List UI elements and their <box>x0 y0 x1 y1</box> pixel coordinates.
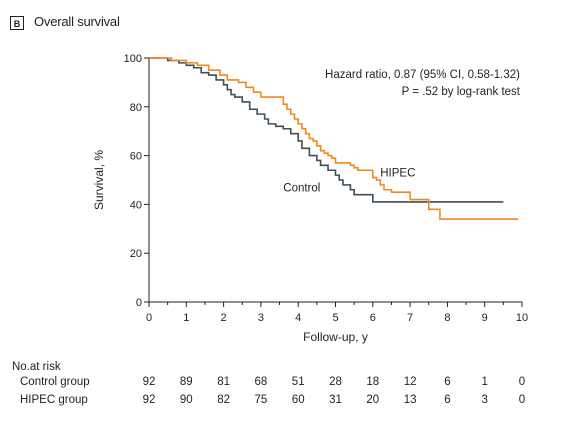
risk-table-cell: 68 <box>255 376 268 388</box>
survival-curve-control <box>149 57 504 203</box>
risk-table-cell: 51 <box>292 376 305 388</box>
panel-title: Overall survival <box>34 14 120 29</box>
risk-table-cell: 12 <box>404 376 417 388</box>
risk-table-cell: 92 <box>143 394 156 406</box>
risk-table-cell: 82 <box>217 394 230 406</box>
x-tick-label: 2 <box>221 312 227 324</box>
risk-table-cell: 0 <box>519 394 525 406</box>
y-tick-label: 60 <box>130 151 142 163</box>
risk-table-cell: 18 <box>366 376 379 388</box>
risk-table-cell: 1 <box>481 376 487 388</box>
risk-table-cell: 6 <box>444 376 450 388</box>
curve-label-control: Control <box>283 182 320 194</box>
survival-curve-hipec <box>149 57 519 220</box>
risk-table-cell: 13 <box>404 394 417 406</box>
x-tick-label: 8 <box>444 312 450 324</box>
risk-table-cell: 92 <box>143 376 156 388</box>
x-tick-label: 3 <box>258 312 264 324</box>
risk-table-cell: 28 <box>329 376 342 388</box>
y-tick-label: 20 <box>130 248 142 260</box>
risk-table-cell: 0 <box>519 376 525 388</box>
y-tick-label: 40 <box>130 199 142 211</box>
curve-label-hipec: HIPEC <box>380 168 415 180</box>
risk-table-cell: 81 <box>217 376 230 388</box>
x-tick-label: 4 <box>295 312 301 324</box>
x-tick-label: 5 <box>332 312 338 324</box>
x-tick-label: 0 <box>146 312 152 324</box>
x-axis-title: Follow-up, y <box>303 330 368 344</box>
risk-table-cell: 3 <box>481 394 487 406</box>
y-tick-label: 0 <box>136 297 142 309</box>
risk-table-cell: 75 <box>255 394 268 406</box>
x-tick-label: 6 <box>370 312 376 324</box>
x-tick-label: 9 <box>482 312 488 324</box>
risk-table-cell: 90 <box>180 394 193 406</box>
x-tick-label: 1 <box>183 312 189 324</box>
y-tick-label: 80 <box>130 102 142 114</box>
y-tick-label: 100 <box>124 53 142 65</box>
risk-table-row-label: Control group <box>20 376 90 388</box>
panel-badge: B <box>10 16 24 30</box>
y-axis-title: Survival, % <box>92 150 106 210</box>
risk-table-row-label: HIPEC group <box>20 394 88 406</box>
hazard-ratio-annotation: Hazard ratio, 0.87 (95% CI, 0.58-1.32) <box>325 69 520 81</box>
risk-table-cell: 31 <box>329 394 342 406</box>
p-value-annotation: P = .52 by log-rank test <box>402 86 521 98</box>
risk-table-cell: 20 <box>366 394 379 406</box>
risk-table-cell: 89 <box>180 376 193 388</box>
x-tick-label: 10 <box>516 312 528 324</box>
risk-table-header: No.at risk <box>12 361 61 373</box>
risk-table-cell: 6 <box>444 394 450 406</box>
risk-table-cell: 60 <box>292 394 305 406</box>
x-tick-label: 7 <box>407 312 413 324</box>
